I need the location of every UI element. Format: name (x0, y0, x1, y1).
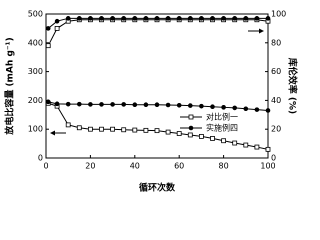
marker (143, 102, 149, 108)
marker (254, 16, 260, 21)
marker (110, 102, 115, 107)
marker (143, 127, 149, 133)
marker (188, 125, 194, 131)
marker (54, 18, 60, 24)
marker (132, 127, 138, 133)
left-arrow (50, 130, 66, 136)
x-tick-label: 60 (174, 162, 184, 171)
marker (110, 16, 115, 21)
legend-label: 实施例四 (206, 123, 238, 133)
legend-label: 对比例一 (206, 112, 238, 122)
y2-tick-label: 40 (271, 96, 281, 105)
marker (232, 105, 237, 111)
y-tick-label: 100 (28, 125, 43, 134)
marker (187, 132, 193, 138)
marker (232, 140, 238, 146)
marker (76, 125, 82, 131)
marker (88, 126, 93, 132)
marker (221, 138, 227, 144)
marker (154, 102, 160, 108)
marker (45, 26, 51, 31)
marker (99, 102, 104, 107)
marker (254, 144, 260, 150)
marker (65, 101, 71, 107)
marker (243, 16, 249, 21)
chart: 循环次数 放电比容量 (mAh g⁻¹) 库伦效率 (%) 0 20 40 60 80 1… (4, 10, 299, 194)
marker (65, 16, 71, 21)
marker (210, 16, 215, 21)
marker (243, 106, 249, 112)
y-axis-title: 放电比容量 (mAh g⁻¹) (4, 37, 16, 135)
marker (243, 142, 249, 148)
y-tick-label: 500 (28, 10, 43, 19)
y-tick-label: 200 (28, 96, 43, 105)
marker (188, 114, 194, 120)
marker (88, 16, 93, 21)
marker (154, 128, 160, 134)
y2-tick-label: 100 (271, 10, 286, 19)
marker (176, 131, 182, 136)
marker (265, 16, 271, 21)
x-tick-label: 40 (130, 162, 140, 171)
marker (54, 25, 60, 31)
marker (198, 133, 204, 139)
marker (77, 101, 82, 107)
x-tick-label: 80 (219, 162, 229, 171)
marker (165, 129, 171, 135)
marker (254, 107, 260, 112)
x-tick-label: 0 (43, 162, 48, 171)
y-tick-label: 400 (28, 38, 43, 47)
marker (154, 16, 160, 21)
y-tick-label: 0 (38, 154, 43, 163)
y2-axis-title: 库伦效率 (%) (287, 58, 299, 114)
marker (88, 102, 93, 107)
marker (265, 108, 271, 113)
marker (199, 103, 204, 109)
marker (188, 16, 193, 21)
plot-frame (45, 13, 269, 159)
y2-tick-label: 0 (271, 154, 276, 163)
right-arrow (248, 28, 264, 34)
x-axis-title: 循环次数 (139, 182, 176, 194)
marker (199, 16, 204, 21)
marker (45, 43, 51, 49)
marker (110, 126, 115, 132)
marker (165, 102, 171, 108)
marker (121, 16, 126, 21)
marker (54, 101, 60, 107)
marker (99, 16, 104, 21)
x-tick-label: 20 (85, 162, 95, 171)
marker (99, 126, 104, 132)
marker (121, 102, 126, 107)
marker (210, 104, 215, 110)
marker (77, 16, 82, 21)
marker (65, 122, 71, 128)
x-tick-label: 100 (260, 162, 275, 171)
marker (165, 16, 171, 21)
marker (221, 16, 226, 21)
marker (45, 99, 51, 105)
marker (132, 16, 138, 21)
y2-tick-label: 80 (271, 38, 281, 47)
marker (121, 127, 127, 133)
marker (265, 146, 271, 152)
series-line (47, 19, 269, 46)
y2-tick-label: 60 (271, 67, 281, 76)
y-tick-label: 300 (28, 67, 43, 76)
y2-tick-label: 20 (271, 125, 281, 134)
marker (232, 16, 237, 21)
marker (176, 16, 182, 21)
marker (188, 103, 193, 108)
marker (176, 102, 182, 108)
marker (143, 16, 149, 21)
marker (221, 105, 226, 110)
marker (210, 136, 215, 141)
marker (132, 102, 138, 108)
